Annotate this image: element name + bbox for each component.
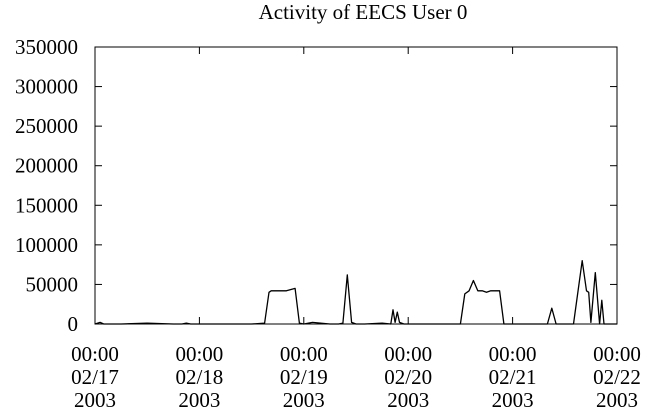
series-layer	[94, 260, 617, 325]
x-tick-label-time: 00:00	[71, 342, 119, 366]
y-tick-label: 100000	[15, 233, 78, 257]
y-tick-label: 250000	[15, 114, 78, 138]
x-tick-label-year: 2003	[492, 388, 534, 412]
x-tick-label-date: 02/17	[71, 365, 119, 389]
x-tick-label-date: 02/22	[593, 365, 641, 389]
x-tick-label-date: 02/19	[280, 365, 328, 389]
x-tick-label-date: 02/20	[384, 365, 432, 389]
x-tick-label-year: 2003	[74, 388, 116, 412]
x-tick-label-time: 00:00	[593, 342, 641, 366]
y-axis: 0 50000 100000 150000 200000 250000 300000 3500…	[15, 35, 617, 336]
chart-title: Activity of EECS User 0	[259, 0, 468, 24]
activity-series-line	[94, 260, 617, 325]
x-tick-label-year: 2003	[387, 388, 429, 412]
y-tick-label: 0	[68, 312, 79, 336]
x-tick-label-year: 2003	[178, 388, 220, 412]
y-tick-label: 200000	[15, 154, 78, 178]
x-axis: 00:0002/17200300:0002/18200300:0002/1920…	[71, 47, 641, 412]
x-tick-label-year: 2003	[283, 388, 325, 412]
x-tick-label-time: 00:00	[175, 342, 223, 366]
y-tick-label: 350000	[15, 35, 78, 59]
y-tick-label: 50000	[26, 272, 79, 296]
x-tick-label-time: 00:00	[489, 342, 537, 366]
x-tick-label-date: 02/21	[489, 365, 537, 389]
y-tick-label: 150000	[15, 193, 78, 217]
plot-frame	[94, 46, 618, 325]
y-tick-label: 300000	[15, 75, 78, 99]
x-tick-label-time: 00:00	[384, 342, 432, 366]
x-tick-label-year: 2003	[596, 388, 638, 412]
x-tick-label-date: 02/18	[175, 365, 223, 389]
x-tick-label-time: 00:00	[280, 342, 328, 366]
